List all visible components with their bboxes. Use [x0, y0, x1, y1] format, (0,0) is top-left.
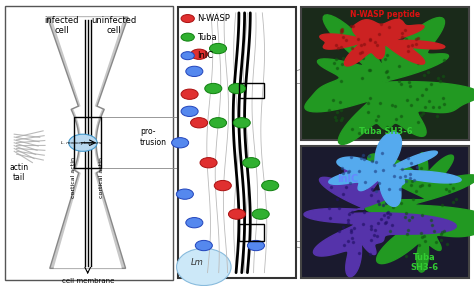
Text: Tuba SH3-6: Tuba SH3-6 [358, 128, 412, 136]
Text: actin
tail: actin tail [9, 163, 28, 182]
Circle shape [210, 43, 227, 54]
Polygon shape [304, 158, 456, 277]
Polygon shape [320, 19, 445, 66]
Text: Tuba
SH3-6: Tuba SH3-6 [410, 253, 438, 272]
Polygon shape [47, 17, 128, 268]
Text: InlC: InlC [337, 174, 358, 184]
Text: N-WASP: N-WASP [197, 14, 229, 23]
Circle shape [172, 138, 189, 148]
FancyBboxPatch shape [5, 6, 173, 280]
Polygon shape [365, 153, 474, 272]
Circle shape [181, 52, 194, 60]
Text: cortical actin: cortical actin [71, 156, 76, 198]
Circle shape [200, 158, 217, 168]
Bar [74, 117, 101, 168]
Circle shape [228, 83, 246, 94]
Circle shape [181, 15, 194, 23]
Circle shape [214, 180, 231, 191]
Text: cortical actin: cortical actin [100, 156, 104, 198]
Circle shape [252, 209, 269, 219]
Text: Tuba: Tuba [197, 33, 216, 42]
Polygon shape [305, 15, 474, 144]
Bar [239, 224, 264, 241]
Text: L. monocytogenes: L. monocytogenes [62, 141, 101, 145]
Circle shape [181, 89, 198, 99]
Text: Lm: Lm [191, 258, 203, 267]
Circle shape [210, 118, 227, 128]
Circle shape [191, 118, 208, 128]
Ellipse shape [69, 134, 97, 151]
Text: N-WASP peptide: N-WASP peptide [350, 10, 420, 19]
Bar [301, 146, 469, 278]
Circle shape [228, 209, 246, 219]
Circle shape [233, 118, 250, 128]
Circle shape [186, 66, 203, 77]
Polygon shape [51, 17, 124, 268]
Circle shape [181, 33, 194, 41]
Polygon shape [329, 132, 461, 206]
Circle shape [262, 180, 279, 191]
Bar [301, 7, 469, 140]
Text: cell membrane: cell membrane [62, 278, 114, 284]
Text: pro-
trusion: pro- trusion [140, 127, 167, 147]
Bar [239, 83, 264, 98]
Circle shape [176, 189, 193, 199]
Circle shape [186, 218, 203, 228]
Circle shape [191, 49, 208, 59]
Circle shape [195, 241, 212, 251]
Circle shape [243, 158, 260, 168]
Circle shape [181, 106, 198, 116]
Circle shape [205, 83, 222, 94]
Ellipse shape [176, 248, 231, 285]
Text: infected
cell: infected cell [45, 16, 79, 35]
Circle shape [247, 241, 264, 251]
Text: uninfected
cell: uninfected cell [91, 16, 137, 35]
Bar [178, 7, 296, 278]
Text: InlC: InlC [197, 51, 213, 60]
